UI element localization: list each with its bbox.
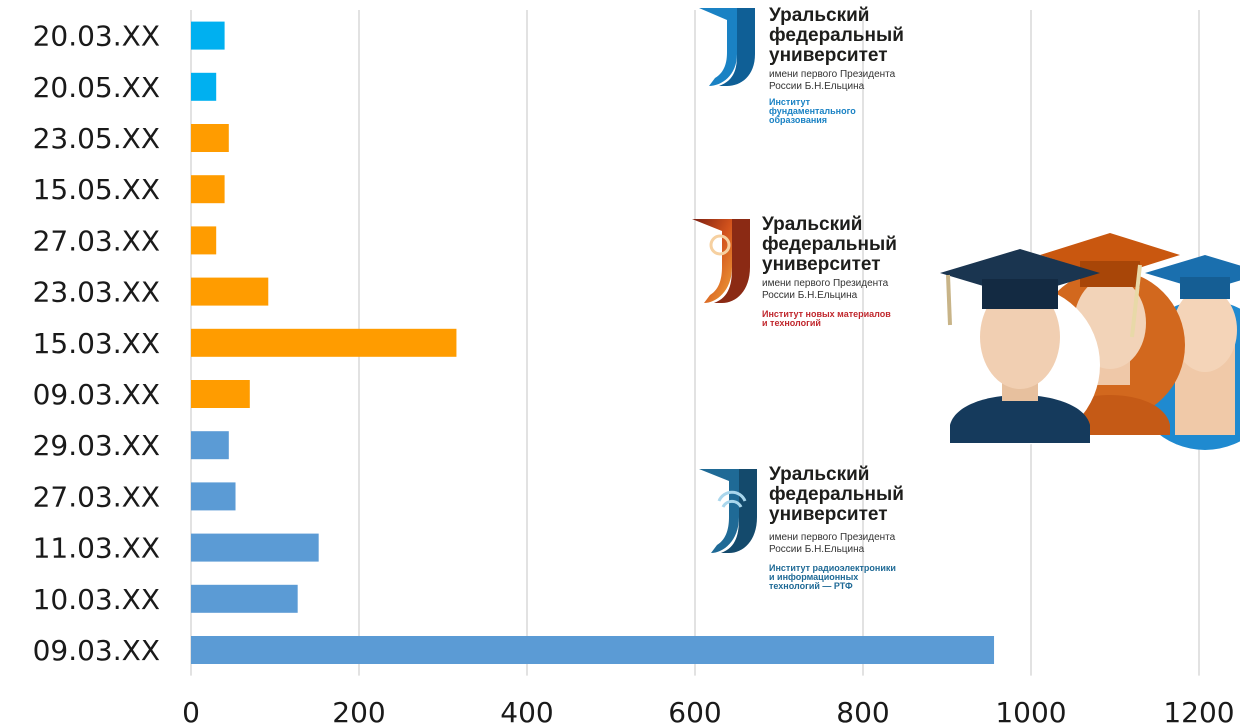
x-tick-label: 400 [500, 696, 553, 728]
bar [191, 124, 229, 152]
university-name: Уральский федеральный университет [762, 215, 962, 275]
bar [191, 482, 236, 510]
university-name: Уральский федеральный университет [769, 465, 969, 525]
urfu-emblem-icon [697, 6, 757, 88]
category-label: 15.05.XX [33, 173, 160, 206]
urfu-logo-radioelectronics: Уральский федеральный университет имени пе… [697, 465, 937, 605]
x-tick-label: 1000 [995, 696, 1066, 728]
category-label: 27.03.XX [33, 480, 160, 513]
urfu-wave-emblem-icon [697, 465, 759, 557]
bar [191, 329, 456, 357]
bar [191, 175, 225, 203]
category-label: 23.05.XX [33, 122, 160, 155]
bar [191, 431, 229, 459]
x-tick-label: 600 [668, 696, 721, 728]
university-subtitle: имени первого Президента России Б.Н.Ельци… [762, 278, 962, 302]
x-tick-label: 200 [332, 696, 385, 728]
x-tick-label: 1200 [1163, 696, 1234, 728]
bar [191, 380, 250, 408]
category-label: 20.05.XX [33, 71, 160, 104]
x-axis-tick-labels: 0 200 400 600 800 1000 1200 [182, 696, 1235, 728]
category-label: 09.03.XX [33, 378, 160, 411]
institute-name: Институт радиоэлектроники и информационны… [769, 564, 969, 591]
bar [191, 278, 268, 306]
institute-name: Институт фундаментального образования [769, 98, 969, 125]
bar [191, 22, 225, 50]
bar [191, 534, 319, 562]
category-labels: 20.03.XX 20.05.XX 23.05.XX 15.05.XX 27.03.XX… [33, 20, 160, 667]
urfu-logo-new-materials: Уральский федеральный университет имени пе… [690, 215, 930, 345]
category-label: 20.03.XX [33, 20, 160, 53]
category-label: 27.03.XX [33, 224, 160, 257]
category-label: 15.03.XX [33, 327, 160, 360]
university-subtitle: имени первого Президента России Б.Н.Ельци… [769, 69, 969, 93]
category-label: 10.03.XX [33, 583, 160, 616]
x-tick-label: 0 [182, 696, 200, 728]
category-label: 11.03.XX [33, 532, 160, 565]
x-tick-label: 800 [836, 696, 889, 728]
urfu-gear-emblem-icon [690, 215, 752, 307]
bar [191, 73, 216, 101]
bar [191, 226, 216, 254]
category-label: 09.03.XX [33, 634, 160, 667]
graduate-left [940, 249, 1100, 445]
bar [191, 585, 298, 613]
graduates-icon [940, 225, 1240, 450]
institute-name: Институт новых материалов и технологий [762, 310, 962, 328]
urfu-logo-fundamental-education: Уральский федеральный университет имени пе… [697, 6, 927, 146]
university-name: Уральский федеральный университет [769, 6, 969, 66]
university-subtitle: имени первого Президента России Б.Н.Ельци… [769, 532, 969, 556]
category-label: 23.03.XX [33, 276, 160, 309]
bar [191, 636, 994, 664]
category-label: 29.03.XX [33, 429, 160, 462]
